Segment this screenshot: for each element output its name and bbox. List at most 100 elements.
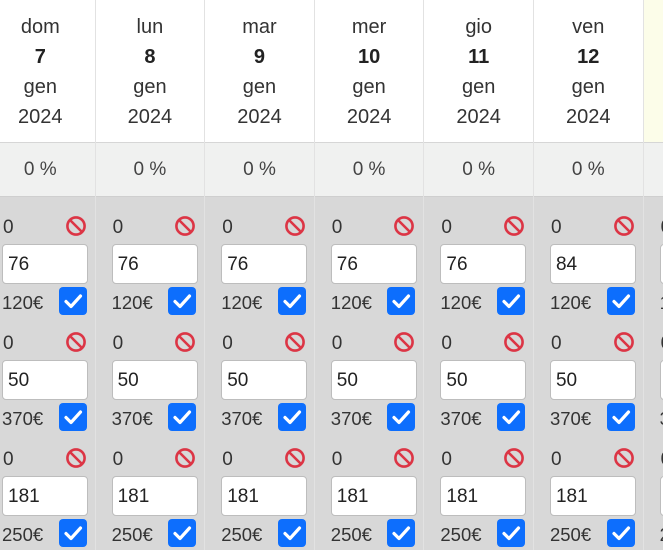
rate-input[interactable]: 181: [440, 476, 527, 516]
day-column: lun 8 gen 2024 0 % 0 76 120€ 0 50 370€ 0 181 250€: [95, 0, 206, 550]
ban-icon[interactable]: [65, 215, 87, 237]
month-label: gen: [461, 76, 496, 98]
day-header: ven 12 gen 2024: [533, 0, 643, 143]
ban-icon[interactable]: [613, 331, 635, 353]
ban-icon[interactable]: [284, 447, 306, 469]
base-price: 120€: [111, 292, 153, 313]
checkbox-checked-icon[interactable]: [496, 519, 525, 547]
ban-icon[interactable]: [65, 447, 87, 469]
rate-input[interactable]: 50: [659, 360, 663, 400]
ban-icon[interactable]: [503, 447, 525, 469]
rate-input[interactable]: 84: [549, 244, 636, 284]
room-rate-cell: 0 84 120€: [534, 205, 643, 321]
availability-value: 0: [661, 449, 663, 471]
base-price: 120€: [660, 292, 663, 314]
availability-value: 0: [661, 333, 663, 355]
ban-icon[interactable]: [613, 215, 635, 237]
rate-input[interactable]: 76: [111, 244, 198, 284]
ban-icon[interactable]: [503, 331, 525, 353]
room-rate-cell: 0 181 250€: [0, 437, 95, 550]
checkbox-checked-icon[interactable]: [277, 287, 306, 315]
checkbox-checked-icon[interactable]: [496, 287, 525, 315]
base-price: 370€: [660, 408, 663, 430]
rate-input[interactable]: 84: [659, 244, 663, 284]
rate-input[interactable]: 50: [440, 360, 527, 400]
rate-input[interactable]: 181: [330, 476, 417, 516]
room-rate-cell: 0 84 120€: [644, 205, 663, 321]
base-price: 370€: [549, 408, 592, 429]
rate-input[interactable]: 50: [111, 360, 198, 400]
checkbox-checked-icon[interactable]: [606, 287, 635, 315]
base-price: 120€: [549, 292, 592, 313]
occupancy-value: 0 %: [352, 158, 386, 180]
checkbox-checked-icon[interactable]: [58, 403, 87, 431]
checkbox-checked-icon[interactable]: [168, 519, 197, 547]
checkbox-checked-icon[interactable]: [387, 287, 416, 315]
ban-icon[interactable]: [393, 447, 415, 469]
weekday-label: mer: [351, 16, 387, 38]
availability-value: 0: [441, 333, 452, 354]
base-price: 250€: [549, 524, 592, 545]
checkbox-checked-icon[interactable]: [606, 519, 635, 547]
checkbox-checked-icon[interactable]: [168, 403, 197, 431]
checkbox-checked-icon[interactable]: [387, 519, 416, 547]
rate-input[interactable]: 76: [440, 244, 527, 284]
ban-icon[interactable]: [174, 215, 196, 237]
ban-icon[interactable]: [503, 215, 525, 237]
checkbox-checked-icon[interactable]: [168, 287, 197, 315]
ban-icon[interactable]: [284, 331, 306, 353]
occupancy-cell: 0 %: [314, 143, 424, 197]
room-rate-cell: 0 181 250€: [644, 437, 663, 550]
year-label: 2024: [237, 106, 282, 128]
room-rate-cell: 0 76 120€: [0, 205, 95, 321]
day-number: 12: [577, 46, 600, 68]
base-price: 120€: [221, 292, 263, 313]
checkbox-checked-icon[interactable]: [606, 403, 635, 431]
occupancy-cell: 0 %: [424, 143, 533, 197]
day-number: 10: [357, 46, 381, 68]
rate-input[interactable]: 50: [330, 360, 417, 400]
ban-icon[interactable]: [65, 331, 87, 353]
checkbox-checked-icon[interactable]: [277, 403, 306, 431]
room-rate-cell: 0 50 370€: [644, 321, 663, 437]
ban-icon[interactable]: [174, 331, 196, 353]
day-number: 7: [34, 46, 46, 68]
rate-input[interactable]: 50: [549, 360, 636, 400]
rate-input[interactable]: 181: [221, 476, 308, 516]
rate-input[interactable]: 181: [549, 476, 636, 516]
rate-input[interactable]: 181: [2, 476, 88, 516]
day-header: sab13gen2024: [643, 0, 663, 143]
room-rate-cell: 0 50 370€: [96, 321, 205, 437]
base-price: 120€: [440, 292, 482, 313]
rate-input[interactable]: 76: [2, 244, 88, 284]
ban-icon[interactable]: [174, 447, 196, 469]
weekday-label: dom: [20, 16, 60, 38]
occupancy-value: 0 %: [571, 158, 605, 180]
room-rate-cell: 0 181 250€: [96, 437, 205, 550]
room-rates-body: 0 76 120€ 0 50 370€ 0 181 250€: [205, 197, 314, 550]
rate-input[interactable]: 50: [2, 360, 88, 400]
rate-input[interactable]: 181: [659, 476, 663, 516]
ban-icon[interactable]: [393, 215, 415, 237]
ban-icon[interactable]: [613, 447, 635, 469]
rate-input[interactable]: 76: [221, 244, 308, 284]
checkbox-checked-icon[interactable]: [58, 519, 87, 547]
checkbox-checked-icon[interactable]: [58, 287, 87, 315]
availability-value: 0: [112, 449, 124, 470]
checkbox-checked-icon[interactable]: [496, 403, 525, 431]
checkbox-checked-icon[interactable]: [387, 403, 416, 431]
year-label: 2024: [566, 106, 611, 128]
day-number: 8: [144, 46, 156, 68]
checkbox-checked-icon[interactable]: [277, 519, 306, 547]
rate-input[interactable]: 50: [221, 360, 308, 400]
ban-icon[interactable]: [284, 215, 306, 237]
availability-value: 0: [222, 333, 233, 354]
room-rate-cell: 0 181 250€: [424, 437, 533, 550]
rate-input[interactable]: 181: [111, 476, 198, 516]
base-price: 250€: [660, 524, 663, 546]
base-price: 370€: [221, 408, 263, 429]
base-price: 370€: [440, 408, 482, 429]
ban-icon[interactable]: [393, 331, 415, 353]
rate-input[interactable]: 76: [330, 244, 417, 284]
month-label: gen: [644, 72, 663, 102]
